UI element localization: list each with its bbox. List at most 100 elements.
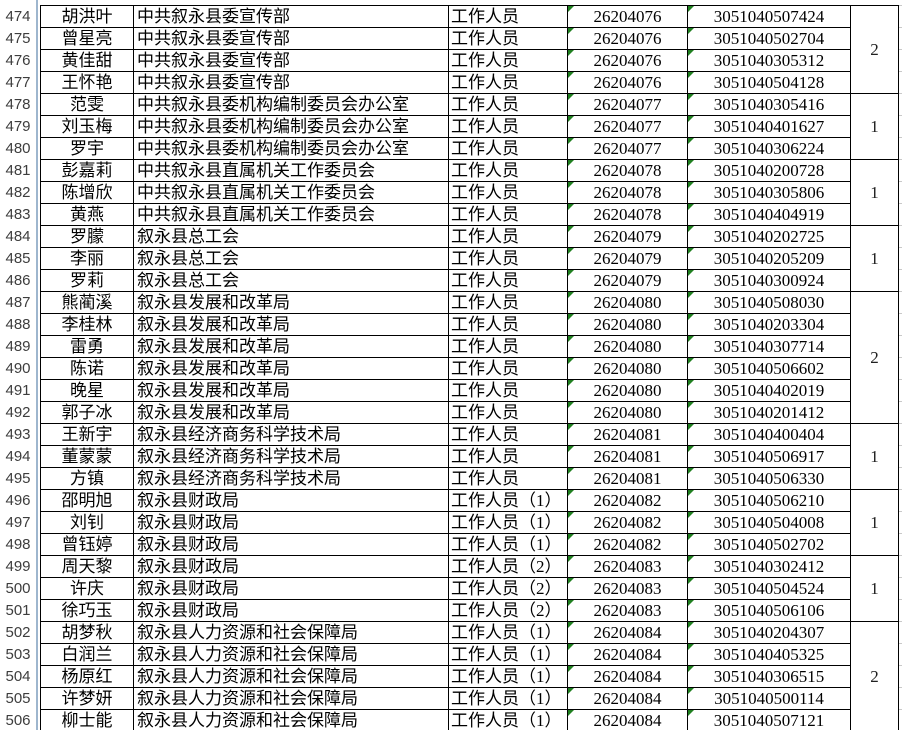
- cell-candidate-code[interactable]: 3051040508030: [687, 291, 851, 314]
- cell-position[interactable]: 工作人员: [448, 423, 568, 446]
- cell-candidate-code[interactable]: 3051040504128: [687, 71, 851, 94]
- row-header-number[interactable]: 489: [5, 337, 31, 355]
- cell-organization[interactable]: 中共叙永县委宣传部: [133, 49, 449, 72]
- cell-name[interactable]: 徐巧玉: [40, 599, 134, 622]
- cell-candidate-code[interactable]: 3051040504008: [687, 511, 851, 534]
- cell-organization[interactable]: 中共叙永县直属机关工作委员会: [133, 159, 449, 182]
- cell-merged-count[interactable]: 1: [850, 93, 899, 160]
- cell-name[interactable]: 周天黎: [40, 555, 134, 578]
- row-header-number[interactable]: 476: [5, 51, 31, 69]
- cell-organization[interactable]: 中共叙永县委宣传部: [133, 5, 449, 28]
- cell-merged-count[interactable]: 1: [850, 555, 899, 622]
- cell-organization[interactable]: 叙永县发展和改革局: [133, 357, 449, 380]
- cell-name[interactable]: 陈诺: [40, 357, 134, 380]
- cell-position[interactable]: 工作人员: [448, 247, 568, 270]
- cell-candidate-code[interactable]: 3051040507424: [687, 5, 851, 28]
- cell-position[interactable]: 工作人员: [448, 291, 568, 314]
- cell-candidate-code[interactable]: 3051040506210: [687, 489, 851, 512]
- cell-organization[interactable]: 中共叙永县直属机关工作委员会: [133, 203, 449, 226]
- cell-name[interactable]: 李桂林: [40, 313, 134, 336]
- cell-position[interactable]: 工作人员: [448, 467, 568, 490]
- row-header-number[interactable]: 484: [5, 227, 31, 245]
- cell-name[interactable]: 罗朦: [40, 225, 134, 248]
- cell-position[interactable]: 工作人员: [448, 49, 568, 72]
- cell-candidate-code[interactable]: 3051040502702: [687, 533, 851, 556]
- row-header-number[interactable]: 498: [5, 535, 31, 553]
- cell-candidate-code[interactable]: 3051040205209: [687, 247, 851, 270]
- cell-position[interactable]: 工作人员（1）: [448, 533, 568, 556]
- cell-organization[interactable]: 叙永县财政局: [133, 533, 449, 556]
- cell-candidate-code[interactable]: 3051040305806: [687, 181, 851, 204]
- row-header-number[interactable]: 506: [5, 711, 31, 729]
- cell-group-code[interactable]: 26204084: [567, 643, 688, 666]
- cell-candidate-code[interactable]: 3051040306515: [687, 665, 851, 688]
- cell-position[interactable]: 工作人员: [448, 5, 568, 28]
- cell-group-code[interactable]: 26204076: [567, 71, 688, 94]
- cell-position[interactable]: 工作人员: [448, 445, 568, 468]
- cell-group-code[interactable]: 26204077: [567, 115, 688, 138]
- cell-name[interactable]: 许庆: [40, 577, 134, 600]
- cell-organization[interactable]: 中共叙永县委宣传部: [133, 27, 449, 50]
- cell-candidate-code[interactable]: 3051040302412: [687, 555, 851, 578]
- cell-organization[interactable]: 叙永县总工会: [133, 269, 449, 292]
- cell-name[interactable]: 王怀艳: [40, 71, 134, 94]
- cell-candidate-code[interactable]: 3051040504524: [687, 577, 851, 600]
- cell-group-code[interactable]: 26204082: [567, 511, 688, 534]
- cell-organization[interactable]: 叙永县经济商务科学技术局: [133, 467, 449, 490]
- cell-name[interactable]: 晚星: [40, 379, 134, 402]
- cell-group-code[interactable]: 26204077: [567, 93, 688, 116]
- cell-group-code[interactable]: 26204079: [567, 247, 688, 270]
- cell-organization[interactable]: 中共叙永县委宣传部: [133, 71, 449, 94]
- cell-group-code[interactable]: 26204082: [567, 533, 688, 556]
- cell-organization[interactable]: 叙永县发展和改革局: [133, 401, 449, 424]
- cell-position[interactable]: 工作人员: [448, 93, 568, 116]
- cell-organization[interactable]: 叙永县经济商务科学技术局: [133, 445, 449, 468]
- row-header-number[interactable]: 482: [5, 183, 31, 201]
- cell-position[interactable]: 工作人员: [448, 27, 568, 50]
- cell-merged-count[interactable]: 2: [850, 5, 899, 94]
- cell-merged-count[interactable]: 1: [850, 159, 899, 226]
- cell-position[interactable]: 工作人员: [448, 225, 568, 248]
- cell-position[interactable]: 工作人员（1）: [448, 621, 568, 644]
- cell-name[interactable]: 刘钊: [40, 511, 134, 534]
- cell-name[interactable]: 王新宇: [40, 423, 134, 446]
- row-header-number[interactable]: 483: [5, 205, 31, 223]
- cell-name[interactable]: 刘玉梅: [40, 115, 134, 138]
- cell-name[interactable]: 邵明旭: [40, 489, 134, 512]
- cell-position[interactable]: 工作人员: [448, 115, 568, 138]
- cell-organization[interactable]: 叙永县财政局: [133, 599, 449, 622]
- row-header-number[interactable]: 496: [5, 491, 31, 509]
- cell-organization[interactable]: 叙永县总工会: [133, 247, 449, 270]
- cell-candidate-code[interactable]: 3051040506602: [687, 357, 851, 380]
- cell-name[interactable]: 黄燕: [40, 203, 134, 226]
- cell-candidate-code[interactable]: 3051040507121: [687, 709, 851, 730]
- cell-group-code[interactable]: 26204081: [567, 445, 688, 468]
- cell-group-code[interactable]: 26204083: [567, 555, 688, 578]
- cell-organization[interactable]: 叙永县财政局: [133, 489, 449, 512]
- cell-candidate-code[interactable]: 3051040202725: [687, 225, 851, 248]
- cell-candidate-code[interactable]: 3051040506106: [687, 599, 851, 622]
- cell-organization[interactable]: 叙永县人力资源和社会保障局: [133, 687, 449, 710]
- cell-candidate-code[interactable]: 3051040404919: [687, 203, 851, 226]
- cell-organization[interactable]: 中共叙永县委机构编制委员会办公室: [133, 93, 449, 116]
- row-header-number[interactable]: 493: [5, 425, 31, 443]
- cell-name[interactable]: 罗莉: [40, 269, 134, 292]
- cell-organization[interactable]: 叙永县财政局: [133, 577, 449, 600]
- row-header-number[interactable]: 492: [5, 403, 31, 421]
- cell-organization[interactable]: 叙永县人力资源和社会保障局: [133, 621, 449, 644]
- row-header-number[interactable]: 497: [5, 513, 31, 531]
- row-header-number[interactable]: 501: [5, 601, 31, 619]
- row-header-number[interactable]: 502: [5, 623, 31, 641]
- cell-group-code[interactable]: 26204078: [567, 203, 688, 226]
- row-header-number[interactable]: 477: [5, 73, 31, 91]
- cell-name[interactable]: 李丽: [40, 247, 134, 270]
- row-header-number[interactable]: 495: [5, 469, 31, 487]
- row-header-number[interactable]: 491: [5, 381, 31, 399]
- cell-group-code[interactable]: 26204076: [567, 5, 688, 28]
- cell-candidate-code[interactable]: 3051040300924: [687, 269, 851, 292]
- cell-name[interactable]: 胡洪叶: [40, 5, 134, 28]
- cell-candidate-code[interactable]: 3051040201412: [687, 401, 851, 424]
- cell-group-code[interactable]: 26204078: [567, 159, 688, 182]
- cell-position[interactable]: 工作人员: [448, 401, 568, 424]
- cell-position[interactable]: 工作人员: [448, 379, 568, 402]
